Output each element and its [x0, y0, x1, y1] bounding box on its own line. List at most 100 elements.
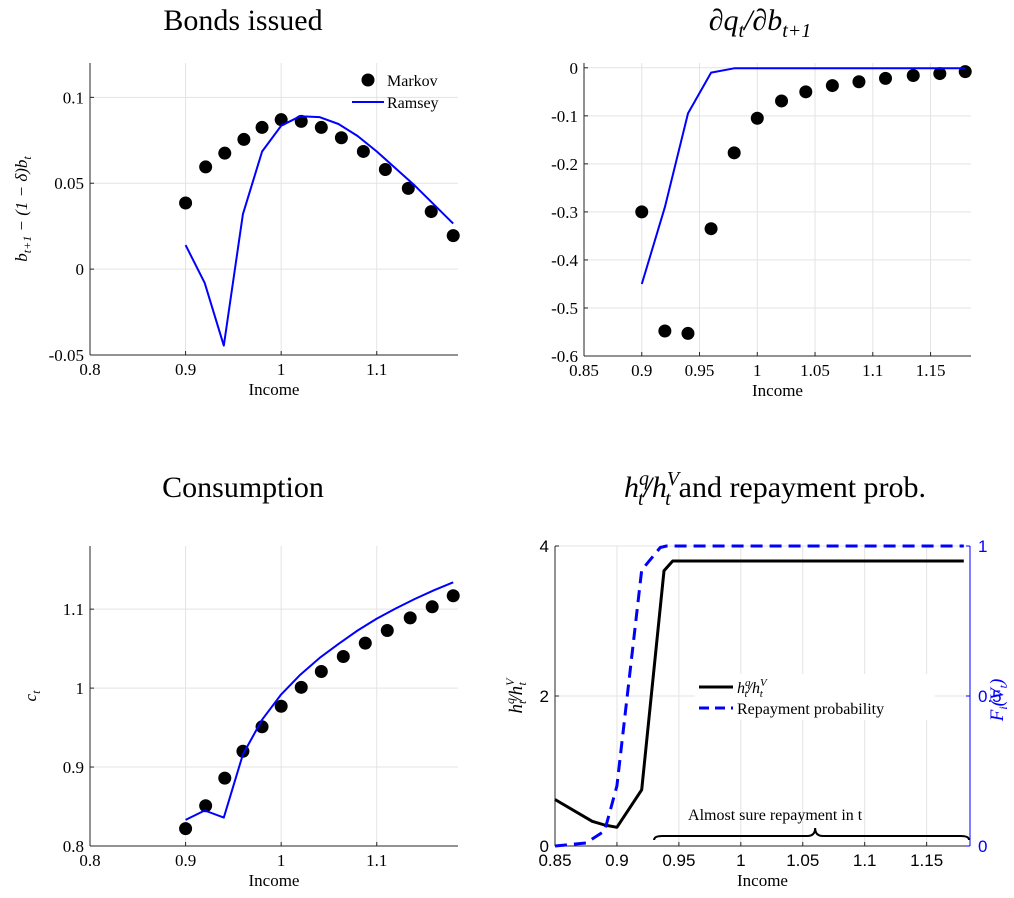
series-line [640, 67, 966, 285]
data-point [356, 144, 370, 158]
x-tick-label: 0.9 [631, 361, 652, 380]
series-1 [554, 544, 964, 848]
x-tick-label: 1 [736, 851, 745, 870]
y2-tick-label: 1 [978, 537, 987, 556]
x-tick-label: 1.1 [862, 361, 883, 380]
data-point [255, 720, 269, 734]
x-tick-label: 1.05 [786, 851, 819, 870]
series-0 [635, 65, 972, 340]
y-axis-label: bt+1 − (1 − δ)bt [12, 156, 34, 262]
y-tick-label: -0.5 [551, 299, 578, 318]
y2-axis-label: Fi(Vt) [987, 679, 1010, 723]
x-tick-label: 0.95 [685, 361, 715, 380]
data-point [179, 196, 193, 210]
data-point [179, 822, 193, 836]
y-axis-label: ct [21, 690, 43, 702]
series-line [554, 544, 964, 848]
y-tick-label: 0 [76, 260, 85, 279]
x-tick-label: 0.8 [79, 851, 100, 870]
x-tick-label: 1.1 [366, 851, 387, 870]
series-line [184, 115, 454, 347]
x-tick-label: 0.8 [79, 360, 100, 379]
data-point [681, 326, 695, 340]
legend: Markov Ramsey [352, 73, 439, 112]
x-tick-label: 1 [277, 360, 286, 379]
repayment-panel: hq t/hV t and repayment prob. 0.85 0.9 0.95 1 1… [503, 468, 1010, 890]
legend-label-markov: Markov [387, 73, 438, 90]
y-tick-label: 1.1 [63, 600, 84, 619]
x-axis-label: Income [737, 871, 788, 890]
series-line [185, 581, 454, 821]
consumption-panel: Consumption 0.8 0.9 1 1.1 0.8 0.9 1 1.1 Income ct [21, 471, 460, 890]
x-tick-label: 1.15 [916, 361, 946, 380]
x-axis-label: Income [752, 381, 803, 400]
x-tick-label: 0.95 [662, 851, 695, 870]
x-axis-label: Income [249, 871, 300, 890]
y2-tick-label: 0 [978, 837, 987, 856]
data-point [775, 94, 789, 108]
data-point [255, 120, 269, 134]
y2-tick-label: 0.5 [978, 687, 1002, 706]
x-tick-label: 0.85 [538, 851, 571, 870]
y-tick-label: 0.8 [63, 837, 84, 856]
data-point [199, 799, 213, 813]
y-tick-label: -0.6 [551, 347, 578, 366]
series-1 [184, 115, 454, 347]
panel-title: Consumption [162, 471, 324, 504]
y-tick-label: -0.2 [551, 155, 578, 174]
brace-annotation: Almost sure repayment in t [688, 807, 863, 824]
data-point [294, 680, 308, 694]
data-point [336, 650, 350, 664]
data-point [825, 79, 839, 93]
bond-price-derivative-panel: ∂qt/∂bt+1 0.85 0.9 0.95 1 1.05 1.1 1.15-0.6-0.… [551, 4, 972, 400]
data-point [218, 771, 232, 785]
data-point [799, 85, 813, 99]
x-tick-label: 1 [277, 851, 286, 870]
data-point [446, 589, 460, 603]
panel-title: hq t/hV t and repayment prob. [624, 468, 926, 510]
y-tick-label: 4 [540, 537, 549, 556]
data-point [727, 146, 741, 160]
data-point [378, 162, 392, 176]
data-point [403, 611, 417, 625]
data-point [750, 111, 764, 125]
series-0 [554, 559, 964, 829]
x-tick-label: 1.15 [910, 851, 943, 870]
y-tick-label: 0.9 [63, 758, 84, 777]
legend-label-ratio: hq t/hV t [737, 677, 768, 700]
y-tick-label: -0.3 [551, 203, 578, 222]
y-tick-label: 0 [570, 59, 579, 78]
data-point [314, 120, 328, 134]
data-point [314, 665, 328, 679]
x-tick-label: 1.1 [366, 360, 387, 379]
data-point [274, 113, 288, 127]
repayment-brace [653, 827, 970, 841]
data-point [879, 71, 893, 85]
data-point [933, 67, 947, 81]
data-point [704, 222, 718, 236]
x-tick-label: 0.9 [175, 851, 196, 870]
legend-marker-markov [361, 73, 375, 87]
y-tick-label: 2 [540, 687, 549, 706]
legend-box [695, 674, 935, 720]
data-point [425, 600, 439, 614]
data-point [334, 131, 348, 145]
y-tick-label: -0.05 [49, 346, 84, 365]
x-tick-label: 0.9 [605, 851, 629, 870]
series-1 [185, 581, 454, 821]
data-point [635, 205, 649, 219]
y-axis-label: hqt/hVt [503, 677, 529, 714]
series-1 [640, 67, 966, 285]
series-0 [179, 113, 460, 243]
legend-label-repayment: Repayment probability [737, 701, 884, 718]
y-tick-label: -0.1 [551, 107, 578, 126]
data-point [380, 623, 394, 637]
data-point [274, 699, 288, 713]
y-tick-label: 1 [76, 679, 85, 698]
bonds-issued-panel: Bonds issued 0.8 0.9 1 1.1 -0.05 0 0.05 0.1 Inco… [12, 4, 460, 399]
x-tick-label: 1.1 [853, 851, 877, 870]
y-tick-label: 0 [540, 837, 549, 856]
x-tick-label: 1 [753, 361, 762, 380]
